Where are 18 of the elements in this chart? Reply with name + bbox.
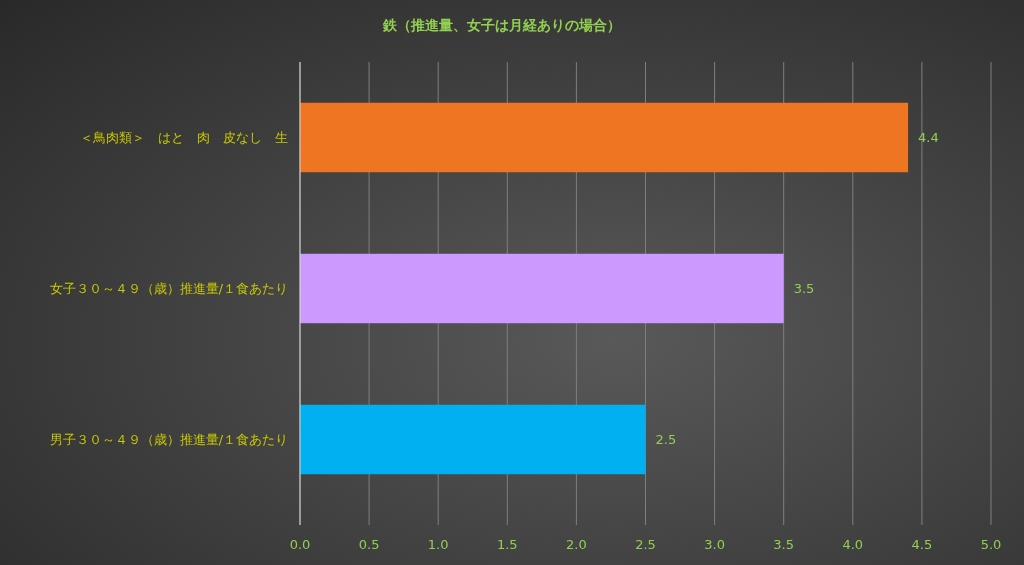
data-label: 2.5 xyxy=(655,432,677,448)
x-tick-label: 4.5 xyxy=(911,537,933,552)
x-tick-label: 4.0 xyxy=(842,537,864,552)
y-tick-label: 女子３０～４９（歳）推進量/１食あたり xyxy=(49,280,288,296)
y-tick-label: 男子３０～４９（歳）推進量/１食あたり xyxy=(49,431,288,447)
x-tick-label: 2.0 xyxy=(566,537,587,552)
x-tick-label: 1.5 xyxy=(496,537,518,552)
chart-title: 鉄（推進量、女子は月経ありの場合） xyxy=(382,17,621,33)
x-tick-label: 3.0 xyxy=(704,537,725,552)
x-tick-label: 3.5 xyxy=(773,537,795,552)
y-tick-label: ＜鳥肉類＞ はと 肉 皮なし 生 xyxy=(80,129,288,145)
x-tick-label: 2.5 xyxy=(635,537,656,552)
data-label: 3.5 xyxy=(793,281,815,297)
x-tick-label: 0.5 xyxy=(358,537,380,552)
x-tick-label: 5.0 xyxy=(980,537,1002,552)
data-label: 4.4 xyxy=(918,130,939,146)
x-tick-label: 1.0 xyxy=(427,537,449,552)
x-tick-label: 0.0 xyxy=(289,537,311,552)
